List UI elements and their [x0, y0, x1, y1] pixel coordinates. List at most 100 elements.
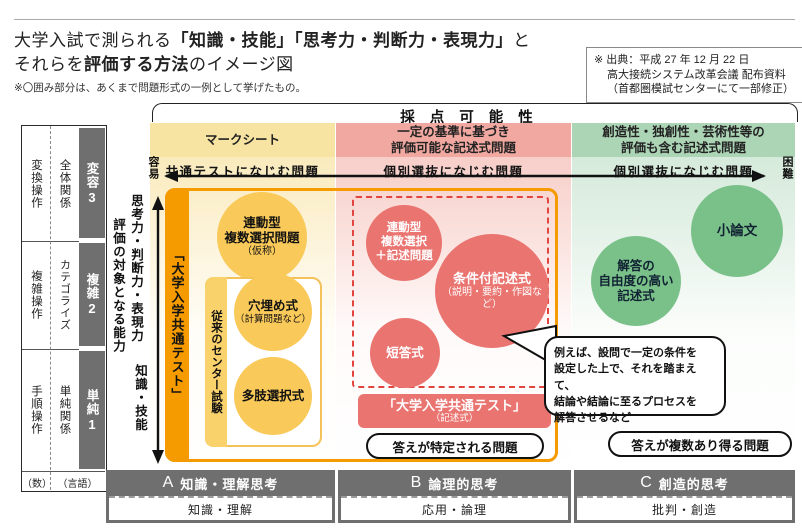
- linked-multiple-choice-circle: 連動型 複数選択問題 （仮称）: [217, 192, 307, 282]
- grade-row: B 論理的思考: [338, 470, 571, 496]
- knowledge-skills-label: 知識・技能: [133, 364, 147, 432]
- level-range-arrow: [152, 196, 164, 464]
- title-seg: のイメージ図: [189, 55, 294, 74]
- written-common-test-bar: 「大学入学共通テスト」 （記述式）: [358, 394, 551, 428]
- table-cell-rel1: 全体関係: [50, 126, 79, 241]
- grade-sub: 知識・理解: [109, 496, 332, 520]
- source-line2: 高大接続システム改革会議 配布資料: [607, 68, 786, 81]
- left-ability-table: 変換操作 全体関係 複雑操作 カテゴライズ 手順操作 単純関係 変容 3 複雑 …: [21, 125, 107, 492]
- common-test-bar-label: 「大学入学共通テスト」: [169, 248, 185, 402]
- grade-row: A 知識・理解思考: [106, 470, 335, 496]
- level-num: 1: [88, 416, 96, 432]
- footer-section-b: B 論理的思考 応用・論理: [338, 470, 571, 523]
- cell-text: 手順操作: [30, 385, 42, 435]
- level-block-2: 複雑 2: [79, 243, 105, 346]
- header-line: 創造性・独創性・芸術性等の: [602, 124, 765, 139]
- bar-line: 「大学入学共通テスト」: [382, 397, 526, 413]
- top-divider: [14, 19, 795, 20]
- cell-text: 単純関係: [58, 385, 71, 435]
- circle-line: 解答の: [617, 258, 655, 273]
- scorability-bracket: [152, 103, 798, 122]
- footer-lang: （言語）: [57, 479, 98, 490]
- grade-row: C 創造的思考: [574, 470, 795, 496]
- pill-label: 答えが複数あり得る問題: [631, 438, 769, 453]
- table-cell-op2: 複雑操作: [22, 241, 50, 349]
- footer-section-c: C 創造的思考 批判・創造: [574, 470, 795, 523]
- grade-letter: A: [162, 474, 174, 491]
- circle-line: （仮称）: [242, 246, 282, 257]
- cell-text: 複雑操作: [30, 270, 42, 320]
- cell-text: 全体関係: [58, 158, 71, 209]
- grade-label: 知識・理解思考: [180, 476, 279, 492]
- easy-label: 容易: [147, 156, 159, 180]
- column-marksheet-header: マークシート: [150, 123, 335, 157]
- linked-choice-written-circle: 連動型 複数選択 ＋記述問題: [366, 205, 442, 281]
- source-line1: ※ 出典：平成 27 年 12 月 22 日: [594, 54, 750, 66]
- center-exam-strip: 従来のセンター試験: [205, 277, 227, 447]
- grade-label: 創造的思考: [658, 476, 729, 492]
- thinking-skills-label: 思考力・判断力・表現力: [129, 194, 143, 343]
- thinking-type-footer: A 知識・理解思考 知識・理解 B 論理的思考 応用・論理 C 創造的思考 批判…: [106, 470, 795, 523]
- bubble-line: 解答させるなど: [554, 412, 631, 425]
- free-form-written-circle: 解答の 自由度の高い 記述式: [591, 236, 681, 326]
- common-test-bar: 「大学入学共通テスト」: [165, 188, 189, 462]
- title-seg: 大学入試で測られる: [14, 31, 172, 50]
- title-seg-bold: 評価する方法: [84, 55, 189, 74]
- level-text: 複雑: [84, 273, 99, 300]
- title-note: ※〇囲み部分は、あくまで問題形式の一例として挙げたもの。: [14, 82, 306, 94]
- header-line: 評価可能な記述式問題: [390, 141, 516, 155]
- level-text: 変容: [84, 161, 99, 189]
- multiple-choice-circle: 多肢選択式: [234, 357, 312, 435]
- grade-letter: B: [410, 474, 422, 491]
- circle-line: 条件付記述式: [452, 271, 531, 287]
- footer-section-a: A 知識・理解思考 知識・理解: [106, 470, 335, 523]
- circle-line: 自由度の高い: [598, 273, 674, 288]
- level-num: 2: [88, 301, 96, 316]
- bar-line: （記述式）: [430, 413, 479, 425]
- specified-answer-pill: 答えが特定される問題: [366, 433, 544, 459]
- circle-line: 小論文: [716, 222, 758, 238]
- cell-text: 変換操作: [30, 158, 42, 209]
- conditional-written-circle: 条件付記述式 （説明・要約・作図など）: [435, 234, 549, 348]
- grade-sub: 批判・創造: [577, 496, 792, 520]
- column-rubric-header: 一定の基準に基づき 評価可能な記述式問題: [336, 123, 571, 157]
- page-title-line2: それらを評価する方法のイメージ図: [14, 50, 294, 75]
- title-seg: それらを: [14, 55, 84, 74]
- header-line: 一定の基準に基づき: [397, 124, 510, 139]
- center-exam-label: 従来のセンター試験: [210, 310, 222, 414]
- circle-line: 多肢選択式: [241, 388, 305, 403]
- difficulty-arrow: [164, 170, 766, 182]
- grade-letter: C: [640, 474, 652, 491]
- bubble-line: 設定した上で、それを踏まえて、: [554, 363, 697, 392]
- circle-line: 複数選択: [381, 236, 427, 249]
- bubble-line: 結論や結論に至るプロセスを: [554, 395, 697, 408]
- footer-num: （数）: [22, 479, 52, 490]
- essay-circle: 小論文: [691, 185, 783, 277]
- circle-line: 記述式: [617, 288, 655, 303]
- page-title-line1: 大学入試で測られる「知識・技能」「思考力・判断力・表現力」と: [14, 26, 531, 51]
- level-block-1: 単純 1: [79, 351, 105, 469]
- circle-line: 連動型: [386, 222, 422, 235]
- level-text: 単純: [84, 388, 99, 416]
- grade-label: 論理的思考: [428, 476, 499, 492]
- source-line3: （首都圏模試センターにて一部修正）: [607, 83, 794, 96]
- hard-label: 困難: [781, 156, 793, 180]
- circle-line: （計算問題など）: [234, 313, 311, 325]
- multiple-answer-pill: 答えが複数あり得る問題: [608, 431, 792, 457]
- fill-in-blank-circle: 穴埋め式 （計算問題など）: [234, 273, 312, 351]
- evaluation-target-label: 評価の対象となる能力: [111, 218, 125, 353]
- circle-line: 穴埋め式: [247, 298, 298, 313]
- cell-text: カテゴライズ: [58, 259, 71, 331]
- title-seg: と: [513, 31, 531, 50]
- column-creative-header: 創造性・独創性・芸術性等の 評価も含む記述式問題: [572, 123, 795, 157]
- table-cell-rel3: 単純関係: [50, 349, 79, 471]
- level-block-3: 変容 3: [79, 128, 105, 238]
- example-speech-bubble: 例えば、設問で一定の条件を 設定した上で、それを踏まえて、 結論や結論に至るプロ…: [544, 336, 726, 424]
- circle-line: ＋記述問題: [375, 249, 433, 262]
- table-cell-rel2: カテゴライズ: [50, 241, 79, 349]
- column-dashed-divider: [50, 126, 51, 490]
- circle-line: 複数選択問題: [224, 231, 300, 245]
- scorability-label: 採点可能性: [400, 110, 548, 126]
- pill-label: 答えが特定される問題: [392, 440, 518, 455]
